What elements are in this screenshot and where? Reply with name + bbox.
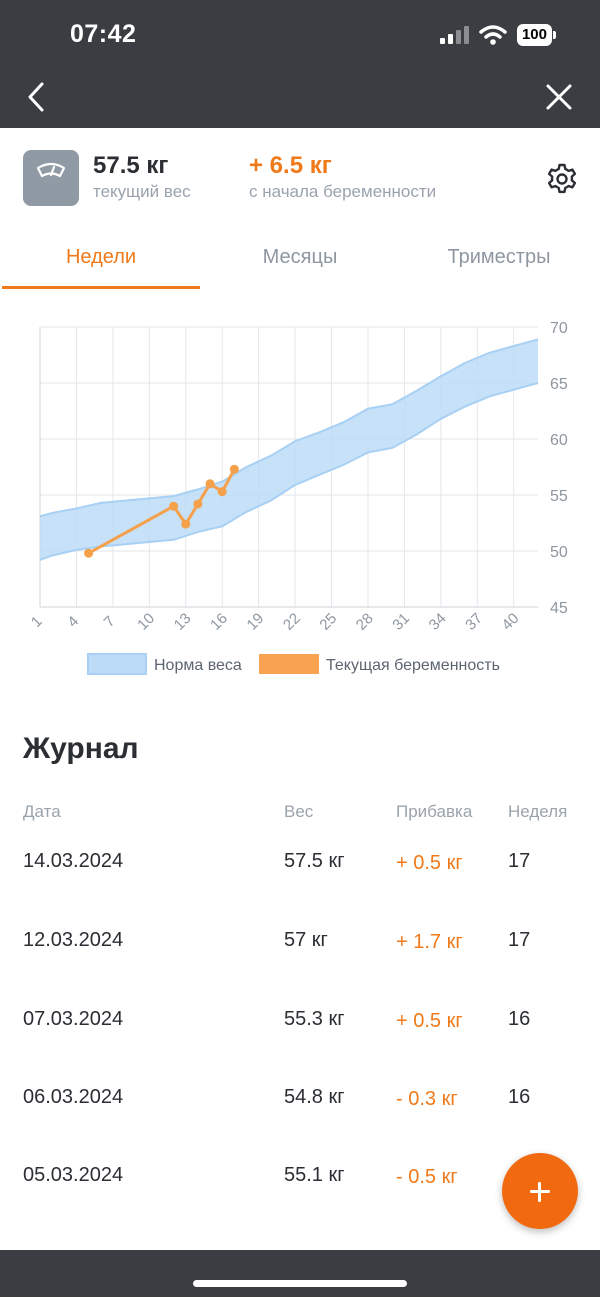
battery-level: 100 xyxy=(516,24,552,46)
table-row[interactable]: 05.03.2024 55.1 кг - 0.5 кг xyxy=(0,1164,600,1242)
gear-icon[interactable] xyxy=(545,162,579,196)
header-date: Дата xyxy=(23,802,61,821)
row-weight: 54.8 кг xyxy=(284,1086,345,1108)
x-tick-label: 10 xyxy=(134,610,158,634)
row-gain: + 0.5 кг xyxy=(396,1010,463,1032)
header-week: Неделя xyxy=(508,802,568,821)
row-gain: + 1.7 кг xyxy=(396,931,463,953)
row-date: 07.03.2024 xyxy=(23,1008,124,1030)
x-tick-label: 37 xyxy=(462,610,486,634)
x-tick-label: 25 xyxy=(316,610,340,634)
bottom-bar xyxy=(0,1250,600,1297)
header-weight: Вес xyxy=(284,802,314,821)
row-week: 17 xyxy=(508,929,531,951)
data-point xyxy=(217,487,227,497)
close-icon[interactable] xyxy=(544,82,574,112)
data-point xyxy=(193,499,203,509)
y-tick-label: 50 xyxy=(550,544,568,561)
x-tick-label: 7 xyxy=(101,613,119,631)
row-week: 16 xyxy=(508,1008,531,1030)
journal-title: Журнал xyxy=(23,732,139,765)
header-gain: Прибавка xyxy=(396,802,473,821)
cellular-signal-icon xyxy=(439,26,469,44)
status-icons: 100 xyxy=(439,24,556,46)
table-row[interactable]: 12.03.2024 57 кг + 1.7 кг 17 xyxy=(0,929,600,1007)
norm-band-lower-line xyxy=(39,382,539,561)
period-tabs: Недели Месяцы Триместры xyxy=(0,240,600,290)
x-tick-label: 34 xyxy=(426,610,450,634)
row-weight: 55.1 кг xyxy=(284,1164,345,1186)
row-date: 05.03.2024 xyxy=(23,1164,124,1186)
current-weight: 57.5 кг xyxy=(93,152,169,179)
table-row[interactable]: 14.03.2024 57.5 кг + 0.5 кг 17 xyxy=(0,850,600,928)
data-point xyxy=(84,548,94,558)
norm-band-upper-line xyxy=(39,338,539,518)
wifi-icon xyxy=(479,25,507,45)
row-weight: 55.3 кг xyxy=(284,1008,345,1030)
weight-summary: 57.5 кг текущий вес + 6.5 кг с начала бе… xyxy=(0,128,600,228)
x-tick-label: 16 xyxy=(207,610,231,634)
x-tick-label: 22 xyxy=(280,610,304,634)
legend-label-current: Текущая беременность xyxy=(326,657,500,674)
chevron-left-icon[interactable] xyxy=(22,80,52,114)
top-bar: 07:42 100 xyxy=(0,0,600,128)
weight-chart: 45 50 55 60 65 70 1 4 7 10 13 16 19 22 25 28 31 34 37 40 Нор… xyxy=(28,320,568,675)
data-point xyxy=(181,519,191,529)
table-row[interactable]: 06.03.2024 54.8 кг - 0.3 кг 16 xyxy=(0,1086,600,1164)
active-tab-indicator xyxy=(2,286,200,289)
y-tick-label: 60 xyxy=(550,432,568,449)
data-point xyxy=(205,479,215,489)
row-date: 12.03.2024 xyxy=(23,929,124,951)
battery-icon: 100 xyxy=(516,24,556,46)
current-weight-label: текущий вес xyxy=(93,182,191,201)
row-weight: 57.5 кг xyxy=(284,850,345,872)
home-indicator[interactable] xyxy=(193,1280,407,1287)
row-week: 17 xyxy=(508,850,531,872)
tab-trimesters[interactable]: Триместры xyxy=(447,246,551,268)
row-date: 06.03.2024 xyxy=(23,1086,124,1108)
y-tick-label: 70 xyxy=(550,320,568,337)
legend-label-norm: Норма веса xyxy=(154,657,242,674)
legend-swatch-norm xyxy=(87,653,147,675)
x-tick-label: 4 xyxy=(64,613,82,631)
norm-band-area xyxy=(40,339,538,560)
data-point xyxy=(169,501,179,511)
x-tick-label: 31 xyxy=(389,610,413,634)
tab-weeks[interactable]: Недели xyxy=(65,246,137,268)
legend-swatch-current xyxy=(259,654,319,674)
total-gain-label: с начала беременности xyxy=(249,182,437,201)
row-weight: 57 кг xyxy=(284,929,328,951)
x-tick-label: 19 xyxy=(244,610,268,634)
status-time: 07:42 xyxy=(70,20,137,48)
journal-header: Дата Вес Прибавка Неделя xyxy=(0,802,600,826)
row-gain: - 0.3 кг xyxy=(396,1088,458,1110)
x-tick-label: 28 xyxy=(353,610,377,634)
y-tick-label: 65 xyxy=(550,376,568,393)
scale-icon xyxy=(23,150,79,206)
row-gain: - 0.5 кг xyxy=(396,1166,458,1188)
row-date: 14.03.2024 xyxy=(23,850,124,872)
add-entry-button[interactable] xyxy=(502,1153,578,1229)
x-tick-label: 40 xyxy=(499,610,523,634)
row-week: 16 xyxy=(508,1086,531,1108)
table-row[interactable]: 07.03.2024 55.3 кг + 0.5 кг 16 xyxy=(0,1008,600,1086)
tab-months[interactable]: Месяцы xyxy=(262,246,338,268)
x-tick-label: 13 xyxy=(171,610,195,634)
data-point xyxy=(229,464,239,474)
row-gain: + 0.5 кг xyxy=(396,852,463,874)
x-tick-label: 1 xyxy=(28,613,46,631)
y-tick-label: 55 xyxy=(550,488,568,505)
total-gain: + 6.5 кг xyxy=(249,152,332,179)
y-tick-label: 45 xyxy=(550,600,568,617)
